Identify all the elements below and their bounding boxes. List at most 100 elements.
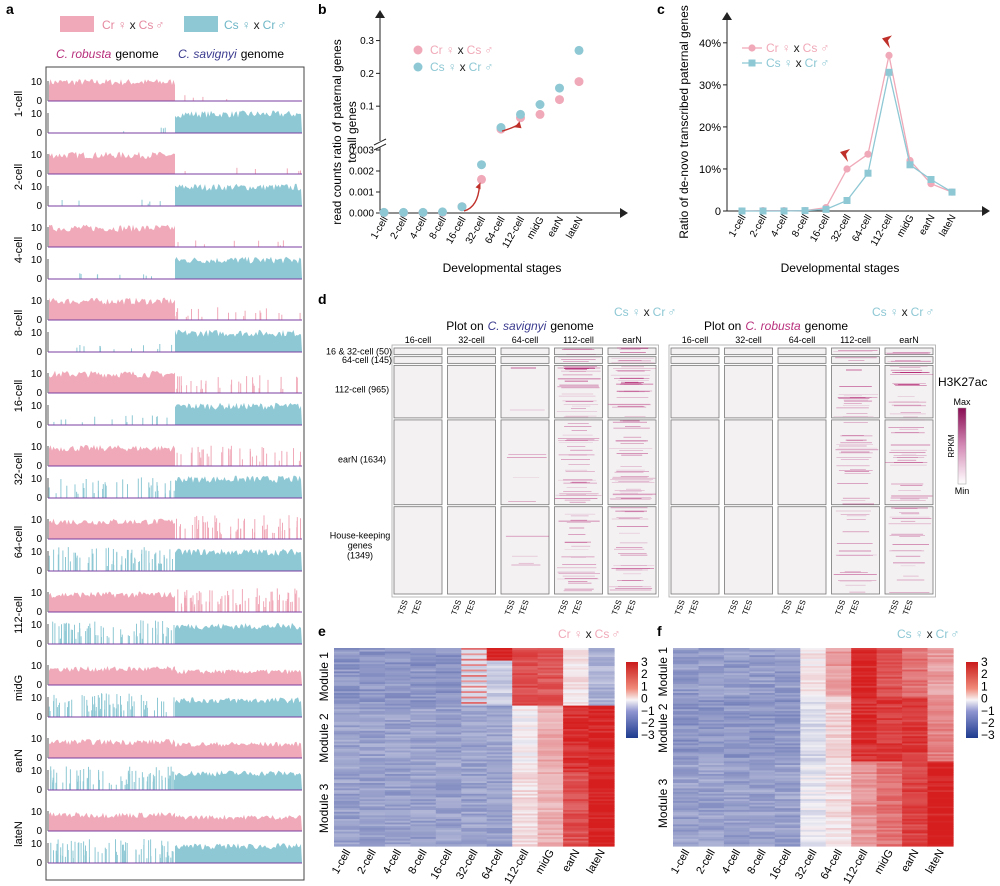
a-track: 100 bbox=[31, 296, 302, 326]
heatmap-cell bbox=[876, 840, 903, 843]
heatmap-scale-label: −1 bbox=[641, 704, 655, 718]
heatmap-cell bbox=[774, 815, 801, 818]
heatmap-cell bbox=[902, 768, 929, 771]
heatmap-cell bbox=[384, 779, 411, 782]
heatmap-cell bbox=[698, 786, 725, 789]
heatmap-cell bbox=[749, 810, 776, 813]
heatmap-cell bbox=[486, 770, 513, 773]
heatmap-cell bbox=[486, 694, 513, 698]
heatmap-scale-label: 3 bbox=[641, 655, 648, 669]
heatmap-cell bbox=[698, 678, 725, 681]
heatmap-cell bbox=[588, 763, 615, 766]
heatmap-cell bbox=[486, 761, 513, 764]
heatmap-cell bbox=[825, 680, 852, 683]
heatmap-cell bbox=[384, 824, 411, 827]
heatmap-cell bbox=[749, 741, 776, 744]
heatmap-cell bbox=[825, 714, 852, 717]
heatmap-cell bbox=[384, 649, 411, 653]
heatmap-cell bbox=[800, 723, 827, 726]
heatmap-cell bbox=[512, 736, 539, 739]
heatmap-cell bbox=[588, 653, 615, 656]
heatmap-cell bbox=[410, 664, 437, 667]
heatmap-cell bbox=[384, 703, 411, 707]
heatmap-cell bbox=[461, 750, 488, 753]
b-yaxis-arrow bbox=[375, 10, 385, 18]
heatmap-cell bbox=[537, 838, 564, 842]
heatmap-cell bbox=[435, 757, 462, 761]
heatmap-cell bbox=[512, 716, 539, 719]
heatmap-cell bbox=[435, 844, 462, 847]
heatmap-cell bbox=[876, 831, 903, 834]
heatmap-cell bbox=[723, 703, 750, 707]
heatmap-cell bbox=[461, 745, 488, 748]
heatmap-cell bbox=[537, 739, 564, 743]
heatmap-cell bbox=[749, 748, 776, 752]
heatmap-cell bbox=[563, 730, 590, 734]
heatmap-cell bbox=[698, 797, 725, 800]
heatmap-cell bbox=[512, 788, 539, 791]
heatmap-cell bbox=[723, 687, 750, 690]
c-point bbox=[906, 161, 914, 169]
heatmap-cell bbox=[435, 712, 462, 716]
heatmap-cell bbox=[800, 689, 827, 692]
heatmap-cell bbox=[563, 815, 590, 818]
heatmap-cell bbox=[927, 795, 954, 798]
heatmap-cell bbox=[800, 829, 827, 833]
heatmap-cell bbox=[461, 730, 488, 734]
heatmap-cell bbox=[512, 801, 539, 804]
d-heatmap-block bbox=[393, 356, 443, 364]
heatmap-scale-label: 2 bbox=[981, 667, 988, 681]
heatmap-cell bbox=[435, 703, 462, 707]
heatmap-xtick-label: 32-cell bbox=[793, 848, 820, 882]
heatmap-cell bbox=[588, 729, 615, 732]
heatmap-cell bbox=[851, 770, 878, 773]
heatmap-cell bbox=[512, 757, 539, 761]
heatmap-cell bbox=[749, 806, 776, 809]
heatmap-cell bbox=[359, 655, 386, 658]
a-signal-area bbox=[175, 669, 302, 685]
heatmap-cell bbox=[749, 756, 776, 759]
heatmap-cell bbox=[902, 793, 929, 797]
heatmap-cell bbox=[486, 655, 513, 658]
heatmap-cell bbox=[673, 815, 700, 818]
heatmap-cell bbox=[588, 739, 615, 743]
b-legend-marker bbox=[413, 45, 423, 55]
heatmap-cell bbox=[800, 718, 827, 721]
heatmap-cell bbox=[825, 703, 852, 707]
heatmap-cell bbox=[800, 793, 827, 797]
heatmap-cell bbox=[927, 649, 954, 653]
heatmap-cell bbox=[486, 727, 513, 730]
b-xtick-label: lateN bbox=[564, 215, 585, 241]
heatmap-cell bbox=[698, 660, 725, 663]
heatmap-cell bbox=[800, 786, 827, 789]
heatmap-cell bbox=[512, 752, 539, 755]
d-cross-label-right: Cs ♀ x Cr ♂ bbox=[872, 305, 934, 319]
heatmap-cell bbox=[749, 829, 776, 833]
heatmap-cell bbox=[588, 795, 615, 798]
heatmap-cell bbox=[486, 702, 513, 705]
heatmap-cell bbox=[486, 802, 513, 806]
heatmap-cell bbox=[902, 838, 929, 842]
heatmap-cell bbox=[876, 743, 903, 746]
heatmap-cell bbox=[851, 655, 878, 658]
genome-label-left: C. robusta genome bbox=[56, 47, 159, 61]
heatmap-cell bbox=[461, 817, 488, 820]
d-heatmap-block bbox=[831, 347, 880, 356]
heatmap-cell bbox=[774, 662, 801, 665]
heatmap-cell bbox=[334, 808, 361, 811]
heatmap-cell bbox=[876, 788, 903, 791]
c-point bbox=[948, 188, 956, 196]
heatmap-cell bbox=[927, 828, 954, 831]
heatmap-cell bbox=[334, 765, 361, 768]
heatmap-cell bbox=[774, 673, 801, 676]
heatmap-cell bbox=[512, 747, 539, 750]
heatmap-cell bbox=[512, 793, 539, 797]
heatmap-cell bbox=[698, 784, 725, 788]
heatmap-cell bbox=[334, 775, 361, 779]
heatmap-cell bbox=[537, 804, 564, 807]
d-heatmap-block bbox=[884, 364, 934, 419]
heatmap-cell bbox=[800, 837, 827, 840]
heatmap-cell bbox=[334, 790, 361, 793]
heatmap-cell bbox=[800, 657, 827, 660]
heatmap-cell bbox=[410, 774, 437, 777]
